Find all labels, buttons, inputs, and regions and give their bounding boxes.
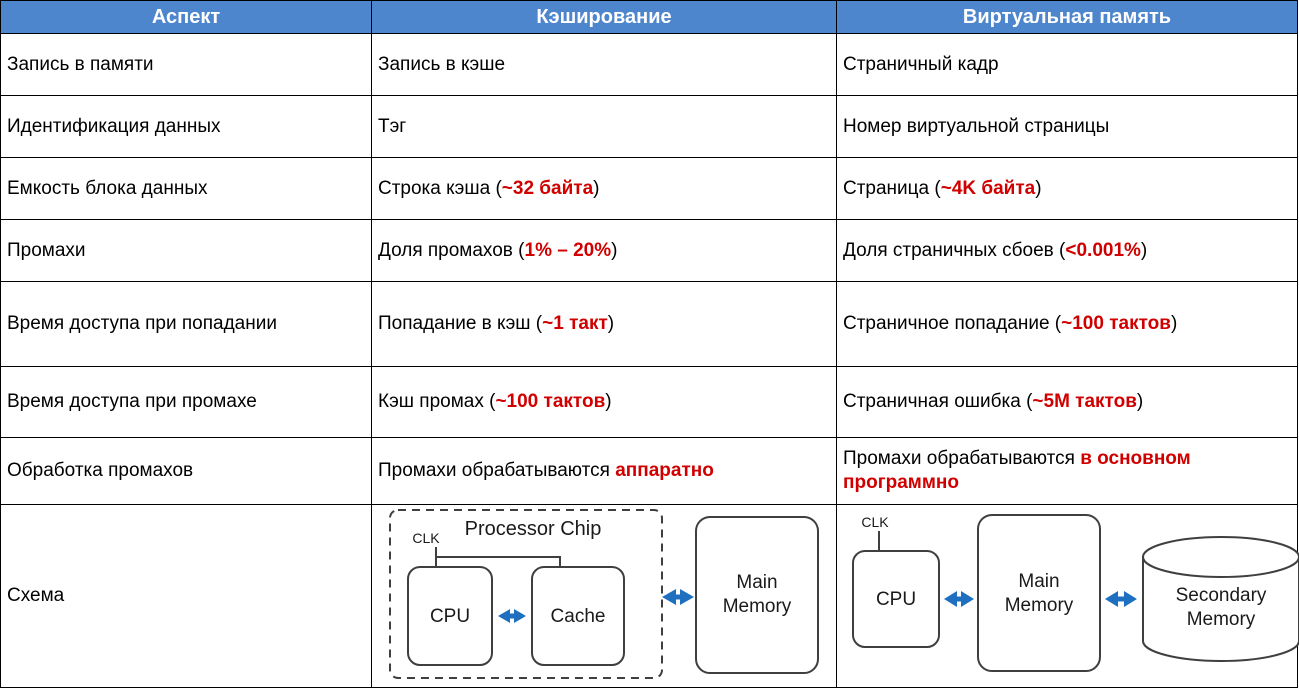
secondary-memory-cylinder — [1142, 536, 1299, 662]
vm-text-prefix: Страничное попадание ( — [843, 313, 1062, 335]
row-cache-value: Попадание в кэш (~1 такт) — [371, 281, 837, 367]
vm-highlight-value: в основном программно — [843, 448, 1191, 493]
main-memory-label-line2: Memory — [1005, 595, 1074, 616]
cpu-box — [852, 550, 940, 648]
cache-text-suffix: ) — [611, 239, 618, 261]
vm-text-suffix: ) — [1035, 177, 1042, 199]
row-cache-value: Строка кэша (~32 байта) — [371, 157, 837, 220]
vm-text: Страничный кадр — [843, 53, 999, 75]
column-header-virtual-memory: Виртуальная память — [836, 0, 1298, 34]
main-memory-label-line1: Main — [736, 572, 777, 593]
row-cache-value: Кэш промах (~100 тактов) — [371, 366, 837, 438]
row-vm-value: Страница (~4K байта) — [836, 157, 1298, 220]
vm-text-prefix: Промахи обрабатываются — [843, 448, 1081, 470]
vm-text-prefix: Страница ( — [843, 177, 941, 199]
vm-text-suffix: ) — [1136, 391, 1144, 413]
vm-highlight-value: <0.001% — [1065, 239, 1141, 261]
row-aspect-label: Промахи — [0, 219, 372, 282]
row-aspect-label: Время доступа при промахе — [0, 366, 372, 438]
table-row: Запись в памяти Запись в кэше Страничный… — [0, 33, 1298, 96]
virtual-memory-architecture-diagram-cell: CLK CPU Main Memo — [836, 504, 1299, 688]
table-row-schema: Схема Processor Chip CLK CPU — [0, 504, 1299, 688]
cache-highlight-value: ~1 такт — [542, 313, 608, 335]
cache-box — [531, 566, 625, 666]
table-header-row: Аспект Кэширование Виртуальная память — [0, 0, 1298, 34]
column-header-caching: Кэширование — [371, 0, 837, 34]
row-aspect-label-schema: Схема — [0, 504, 372, 688]
row-cache-value: Доля промахов (1% – 20%) — [371, 219, 837, 282]
vm-highlight-value: ~100 тактов — [1061, 313, 1171, 335]
secondary-memory-label-line2: Memory — [1187, 609, 1256, 630]
processor-chip-boundary — [389, 509, 663, 679]
row-vm-value: Промахи обрабатываются в основном програ… — [836, 437, 1298, 505]
row-cache-value: Запись в кэше — [371, 33, 837, 96]
clock-line — [435, 547, 561, 567]
main-memory-box — [977, 514, 1101, 672]
memory-secondary-arrow-icon — [1105, 591, 1137, 607]
row-aspect-label: Емкость блока данных — [0, 157, 372, 220]
cache-label: Cache — [551, 606, 606, 627]
cache-architecture-diagram: Processor Chip CLK CPU Cache — [378, 505, 830, 687]
main-memory-label-line2: Memory — [723, 596, 792, 617]
cache-highlight-value: ~32 байта — [501, 177, 594, 199]
cache-highlight-value: аппаратно — [615, 460, 714, 482]
vm-text-suffix: ) — [1140, 239, 1148, 261]
row-vm-value: Номер виртуальной страницы — [836, 95, 1298, 158]
main-memory-label-line1: Main — [1018, 571, 1059, 592]
cpu-memory-arrow-icon — [944, 591, 974, 607]
cache-text-prefix: Попадание в кэш ( — [378, 313, 543, 335]
row-vm-value: Страничный кадр — [836, 33, 1298, 96]
table-row: Обработка промахов Промахи обрабатываютс… — [0, 437, 1298, 505]
cache-text: Тэг — [378, 115, 407, 137]
cache-text: Запись в кэше — [378, 53, 506, 75]
table-row: Идентификация данных Тэг Номер виртуальн… — [0, 95, 1298, 158]
row-vm-value: Доля страничных сбоев (<0.001%) — [836, 219, 1298, 282]
cache-highlight-value: ~100 тактов — [495, 391, 606, 413]
cache-text-prefix: Доля промахов ( — [378, 239, 525, 261]
processor-chip-label: Processor Chip — [465, 518, 602, 540]
row-vm-value: Страничная ошибка (~5М тактов) — [836, 366, 1298, 438]
vm-text-prefix: Доля страничных сбоев ( — [843, 239, 1066, 261]
vm-text-suffix: ) — [1170, 313, 1178, 335]
cpu-label: CPU — [876, 589, 916, 610]
row-aspect-label: Запись в памяти — [0, 33, 372, 96]
cpu-cache-arrow-icon — [498, 609, 526, 623]
table-row: Промахи Доля промахов (1% – 20%) Доля ст… — [0, 219, 1298, 282]
row-vm-value: Страничное попадание (~100 тактов) — [836, 281, 1298, 367]
cache-text-suffix: ) — [605, 391, 612, 413]
row-aspect-label: Обработка промахов — [0, 437, 372, 505]
vm-highlight-value: ~4K байта — [940, 177, 1036, 199]
cache-text-suffix: ) — [607, 313, 615, 335]
cache-architecture-diagram-cell: Processor Chip CLK CPU Cache — [371, 504, 837, 688]
cache-highlight-value: 1% – 20% — [524, 239, 612, 261]
vm-text: Номер виртуальной страницы — [843, 115, 1110, 137]
vm-highlight-value: ~5М тактов — [1032, 391, 1137, 413]
table-row: Время доступа при промахе Кэш промах (~1… — [0, 366, 1298, 438]
row-aspect-label: Время доступа при попадании — [0, 281, 372, 367]
row-cache-value: Промахи обрабатываются аппаратно — [371, 437, 837, 505]
cache-text-suffix: ) — [593, 177, 600, 199]
cache-text-prefix: Промахи обрабатываются — [378, 460, 616, 482]
table-row: Емкость блока данных Строка кэша (~32 ба… — [0, 157, 1298, 220]
cache-text-prefix: Кэш промах ( — [378, 391, 496, 413]
secondary-memory-label-line1: Secondary — [1176, 585, 1267, 606]
row-cache-value: Тэг — [371, 95, 837, 158]
column-header-aspect: Аспект — [0, 0, 372, 34]
virtual-memory-architecture-diagram: CLK CPU Main Memo — [843, 505, 1299, 687]
cache-memory-arrow-icon — [662, 589, 694, 605]
cpu-box — [407, 566, 493, 666]
cpu-label: CPU — [430, 606, 470, 627]
main-memory-box — [695, 516, 819, 674]
clk-label: CLK — [861, 514, 889, 530]
cache-text-prefix: Строка кэша ( — [378, 177, 502, 199]
vm-text-prefix: Страничная ошибка ( — [843, 391, 1033, 413]
row-aspect-label: Идентификация данных — [0, 95, 372, 158]
clk-label: CLK — [412, 530, 440, 546]
table-row: Время доступа при попадании Попадание в … — [0, 281, 1298, 367]
